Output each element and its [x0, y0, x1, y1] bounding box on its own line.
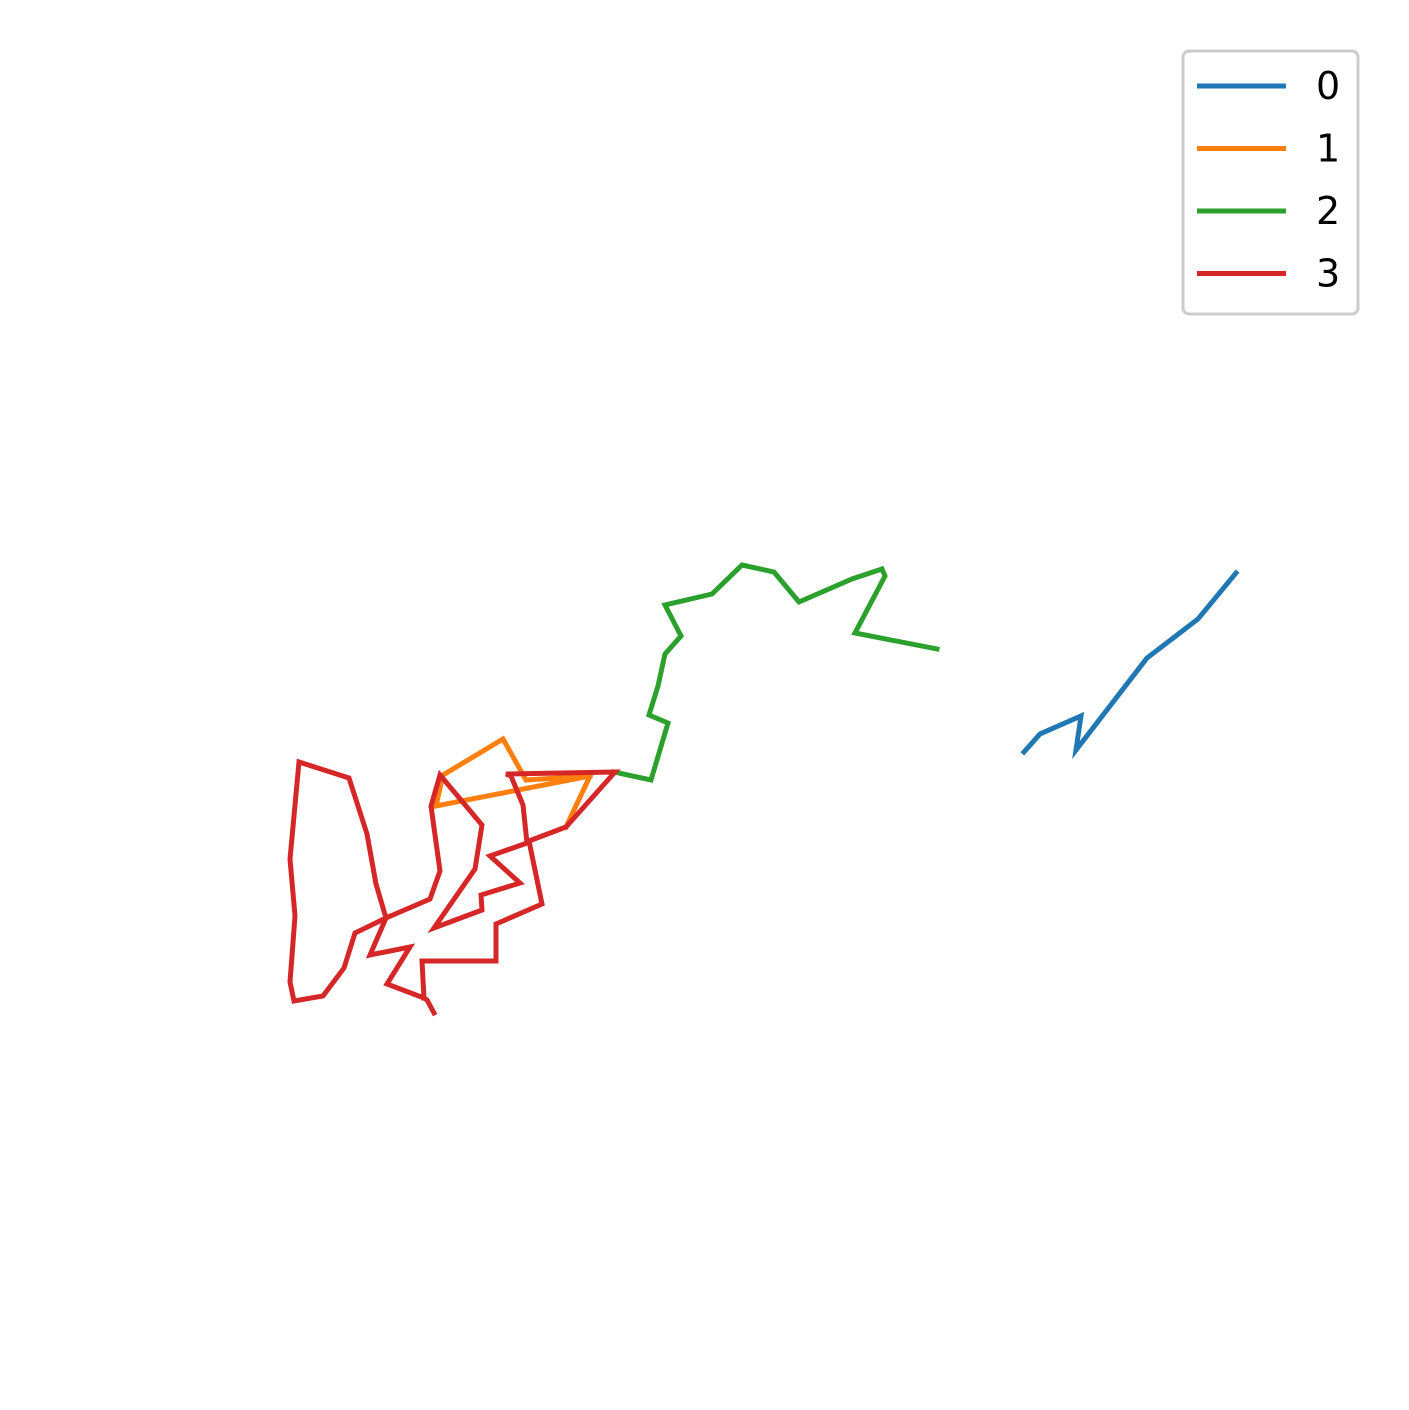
legend-frame [1181, 49, 1360, 316]
plot-area [287, 562, 1240, 1017]
series-line-3 [287, 758, 621, 1017]
series-line-1 [432, 735, 595, 831]
legend-label-0: 0 [1316, 64, 1340, 108]
series-line-2 [611, 562, 940, 783]
legend: 0 1 2 3 [1181, 49, 1360, 316]
legend-label-2: 2 [1316, 189, 1340, 233]
series-line-0 [1020, 569, 1240, 760]
legend-label-3: 3 [1316, 252, 1340, 296]
legend-label-1: 1 [1316, 127, 1340, 171]
